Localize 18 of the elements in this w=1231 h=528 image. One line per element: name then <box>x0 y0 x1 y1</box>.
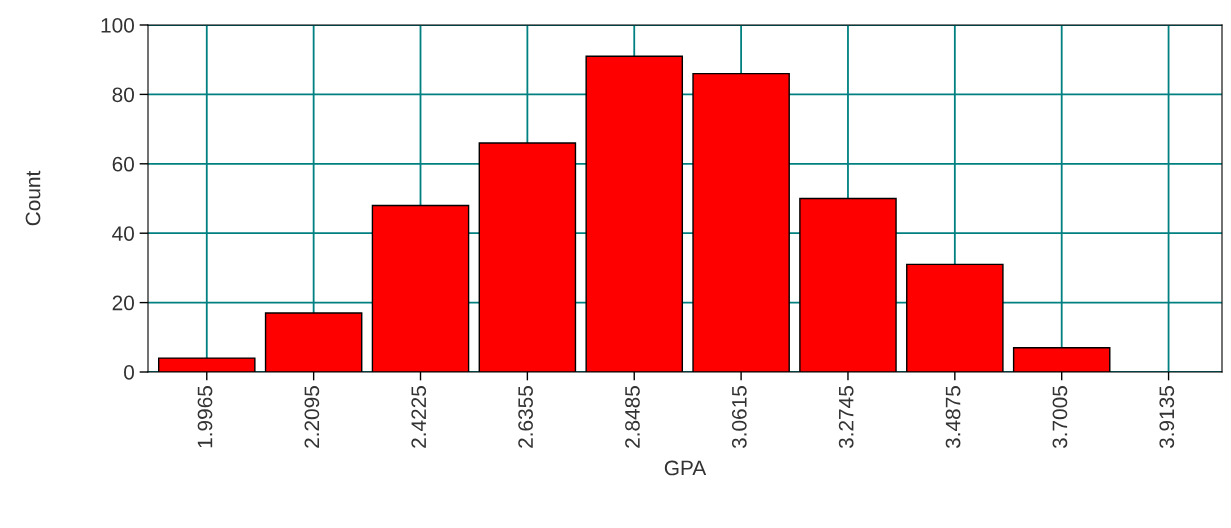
y-axis-title: Count <box>25 170 41 226</box>
x-tick-label: 2.2095 <box>304 386 320 448</box>
x-axis-title: GPA <box>664 460 707 476</box>
x-tick-label: 3.2745 <box>838 386 854 449</box>
y-tick-label: 60 <box>112 156 134 172</box>
x-tick-label: 3.9135 <box>1159 386 1175 449</box>
y-tick-label: 0 <box>124 365 134 380</box>
x-tick-label: 3.7005 <box>1052 386 1068 449</box>
y-tick-label: 20 <box>112 295 134 311</box>
y-tick-label: 100 <box>101 18 134 33</box>
x-tick-label: 3.4875 <box>945 386 961 449</box>
x-tick-label: 2.4225 <box>411 386 427 448</box>
x-tick-label: 1.9965 <box>197 386 213 448</box>
x-tick-label: 2.6355 <box>518 386 533 448</box>
x-tick-label: 2.8485 <box>625 386 640 448</box>
y-tick-label: 80 <box>112 87 134 103</box>
x-tick-label: 3.0615 <box>731 386 747 449</box>
y-tick-label: 40 <box>112 226 134 241</box>
